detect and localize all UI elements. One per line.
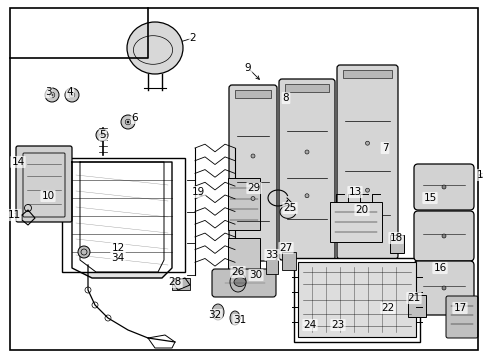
Text: 21: 21 bbox=[407, 293, 420, 303]
Text: 14: 14 bbox=[11, 157, 24, 167]
Text: 29: 29 bbox=[247, 183, 260, 193]
Ellipse shape bbox=[101, 134, 102, 136]
Text: 5: 5 bbox=[100, 130, 106, 140]
Text: 33: 33 bbox=[265, 250, 278, 260]
Ellipse shape bbox=[229, 311, 240, 325]
Text: 1: 1 bbox=[476, 170, 482, 180]
FancyBboxPatch shape bbox=[228, 85, 276, 261]
Ellipse shape bbox=[365, 141, 369, 145]
Text: 13: 13 bbox=[347, 187, 361, 197]
Text: 16: 16 bbox=[432, 263, 446, 273]
Text: 34: 34 bbox=[111, 253, 124, 263]
Text: 20: 20 bbox=[355, 205, 368, 215]
Text: 25: 25 bbox=[283, 203, 296, 213]
Ellipse shape bbox=[441, 185, 445, 189]
Text: 15: 15 bbox=[423, 193, 436, 203]
Bar bbox=[329, 202, 381, 242]
FancyBboxPatch shape bbox=[212, 269, 275, 297]
Ellipse shape bbox=[305, 194, 308, 198]
Text: 18: 18 bbox=[388, 233, 402, 243]
Polygon shape bbox=[172, 278, 190, 290]
Text: 10: 10 bbox=[41, 191, 55, 201]
FancyBboxPatch shape bbox=[336, 65, 397, 259]
Text: 31: 31 bbox=[233, 315, 246, 325]
Bar bbox=[293, 258, 419, 342]
Ellipse shape bbox=[305, 150, 308, 154]
Bar bbox=[265, 260, 278, 274]
Text: 8: 8 bbox=[282, 93, 289, 103]
Ellipse shape bbox=[121, 115, 135, 129]
Text: 19: 19 bbox=[191, 187, 204, 197]
Ellipse shape bbox=[250, 197, 254, 201]
Bar bbox=[235, 90, 270, 98]
Text: 11: 11 bbox=[7, 210, 20, 220]
Text: 30: 30 bbox=[249, 270, 262, 280]
Ellipse shape bbox=[127, 121, 129, 123]
Text: 17: 17 bbox=[452, 303, 466, 313]
Ellipse shape bbox=[45, 88, 59, 102]
Text: 7: 7 bbox=[381, 143, 387, 153]
FancyBboxPatch shape bbox=[413, 164, 473, 210]
Ellipse shape bbox=[229, 272, 245, 292]
Text: 22: 22 bbox=[381, 303, 394, 313]
FancyBboxPatch shape bbox=[413, 261, 473, 315]
Text: 6: 6 bbox=[131, 113, 138, 123]
Text: 32: 32 bbox=[208, 310, 221, 320]
Bar bbox=[342, 70, 391, 78]
Ellipse shape bbox=[441, 286, 445, 290]
Bar bbox=[407, 295, 425, 317]
Bar bbox=[172, 278, 190, 290]
Ellipse shape bbox=[51, 94, 53, 96]
Text: 2: 2 bbox=[189, 33, 196, 43]
Bar bbox=[297, 262, 415, 337]
Ellipse shape bbox=[234, 278, 245, 287]
Bar bbox=[227, 238, 260, 274]
Text: 26: 26 bbox=[231, 267, 244, 277]
Polygon shape bbox=[72, 162, 172, 278]
Ellipse shape bbox=[78, 246, 90, 258]
FancyBboxPatch shape bbox=[445, 296, 477, 338]
Text: 12: 12 bbox=[111, 243, 124, 253]
Ellipse shape bbox=[96, 129, 108, 141]
Ellipse shape bbox=[212, 304, 224, 320]
Ellipse shape bbox=[250, 154, 254, 158]
Bar bbox=[285, 84, 328, 92]
Bar bbox=[282, 252, 295, 270]
Text: 24: 24 bbox=[303, 320, 316, 330]
Bar bbox=[389, 235, 403, 253]
FancyBboxPatch shape bbox=[279, 79, 334, 260]
FancyBboxPatch shape bbox=[16, 146, 72, 222]
Ellipse shape bbox=[71, 94, 73, 96]
Ellipse shape bbox=[365, 188, 369, 192]
Text: 4: 4 bbox=[66, 87, 73, 97]
Bar bbox=[62, 158, 184, 272]
Bar bbox=[227, 178, 260, 230]
Text: 3: 3 bbox=[44, 87, 51, 97]
FancyBboxPatch shape bbox=[413, 211, 473, 261]
Text: 9: 9 bbox=[244, 63, 251, 73]
Ellipse shape bbox=[65, 88, 79, 102]
Ellipse shape bbox=[441, 234, 445, 238]
Text: 28: 28 bbox=[168, 277, 181, 287]
Text: 27: 27 bbox=[279, 243, 292, 253]
Ellipse shape bbox=[127, 22, 183, 74]
Text: 23: 23 bbox=[331, 320, 344, 330]
